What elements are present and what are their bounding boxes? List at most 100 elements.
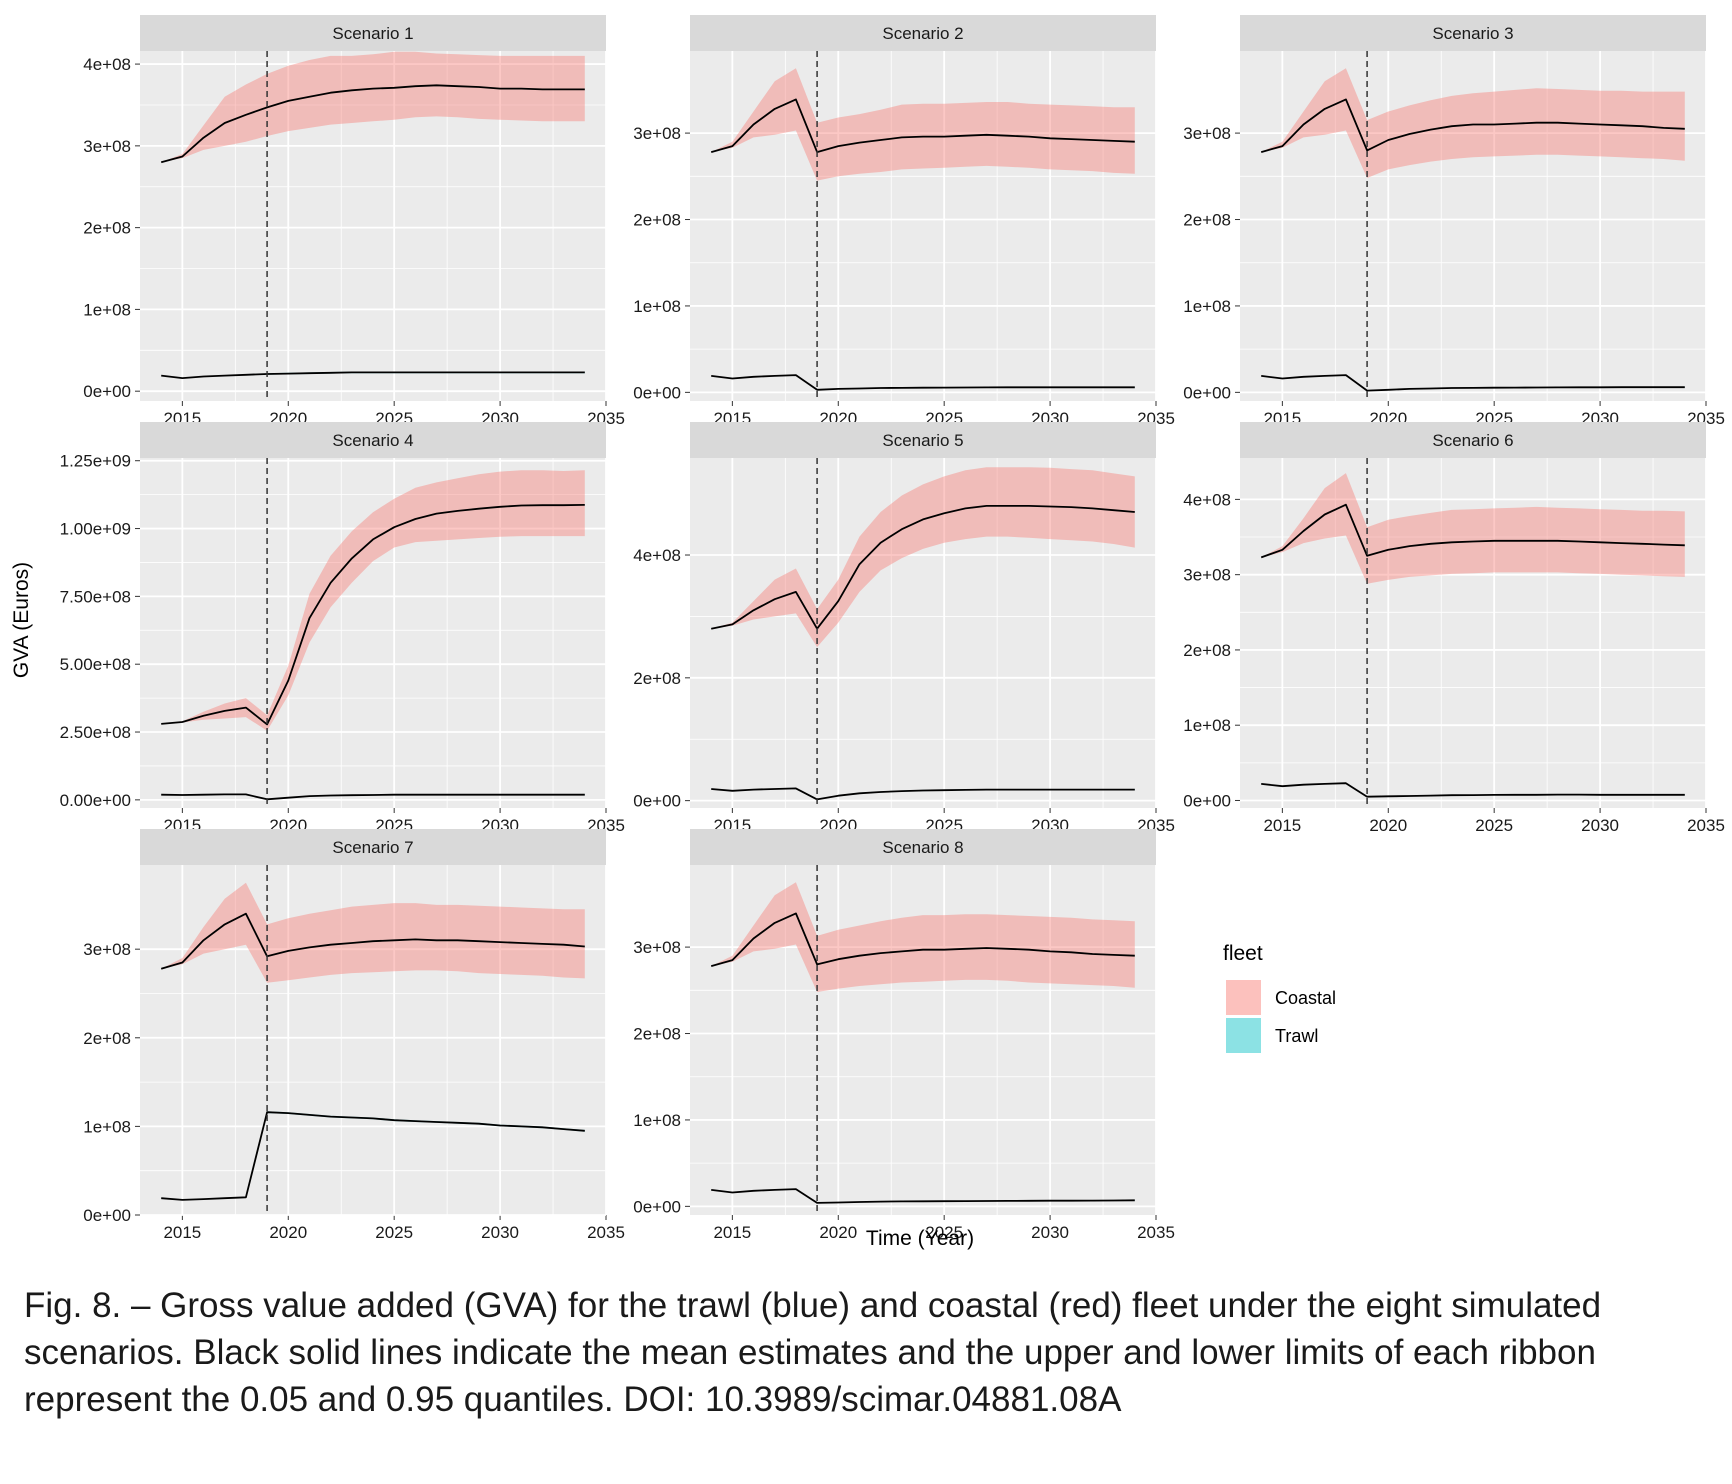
y-tick-label: 3e+08 (633, 938, 681, 957)
facet-panel-8: Scenario 8 2015 2020 2025 2030 2035 0e+00 1e+08… (633, 829, 1175, 1242)
panel-background (690, 865, 1156, 1215)
y-tick-label: 0e+00 (633, 792, 681, 811)
x-tick-label: 2015 (163, 1223, 201, 1242)
y-tick-label: 2.50e+08 (60, 723, 131, 742)
y-tick-label: 4e+08 (633, 546, 681, 565)
mean-line-trawl (161, 1111, 585, 1201)
facet-strip (690, 829, 1156, 865)
facet-strip-label: Scenario 7 (332, 838, 413, 857)
y-tick-label: 2e+08 (83, 1029, 131, 1048)
facet-strip-label: Scenario 8 (882, 838, 963, 857)
figure-caption: Fig. 8. – Gross value added (GVA) for th… (24, 1286, 1602, 1419)
legend: fleet Coastal Trawl (1223, 942, 1336, 1053)
facet-strip-label: Scenario 2 (882, 24, 963, 43)
mean-line-coastal (711, 504, 1135, 630)
y-tick-label: 2e+08 (1183, 641, 1231, 660)
facet-strip (1240, 422, 1706, 458)
y-tick-label: 1e+08 (633, 297, 681, 316)
x-tick-label: 2035 (587, 1223, 625, 1242)
y-tick-label: 2e+08 (1183, 211, 1231, 230)
y-tick-label: 1e+08 (1183, 716, 1231, 735)
facet-panel-7: Scenario 7 2015 2020 2025 2030 2035 0e+00 1e+08… (83, 829, 625, 1242)
x-tick-label: 2035 (1137, 1223, 1175, 1242)
y-tick-label: 3e+08 (633, 124, 681, 143)
y-tick-label: 0.00e+00 (60, 791, 131, 810)
panel-background (1240, 51, 1706, 401)
facet-strip (1240, 15, 1706, 51)
mean-line-trawl (161, 371, 585, 380)
x-tick-label: 2030 (1581, 816, 1619, 835)
ribbon-coastal (161, 470, 585, 731)
legend-label-coastal: Coastal (1275, 988, 1336, 1008)
legend-key-trawl (1226, 1018, 1261, 1053)
y-tick-label: 1e+08 (1183, 297, 1231, 316)
facet-strip (140, 829, 606, 865)
y-tick-label: 0e+00 (83, 382, 131, 401)
mean-line-coastal (1260, 98, 1685, 153)
facet-strip-label: Scenario 6 (1432, 431, 1513, 450)
legend-entry-coastal: Coastal (1226, 980, 1336, 1015)
panel-background (1240, 458, 1706, 808)
legend-title: fleet (1223, 942, 1263, 965)
y-tick-label: 1.25e+09 (60, 452, 131, 471)
y-tick-label: 3e+08 (83, 137, 131, 156)
mean-line-trawl (711, 787, 1135, 801)
x-tick-label: 2015 (1263, 816, 1301, 835)
x-tick-label: 2020 (1369, 816, 1407, 835)
y-tick-label: 0e+00 (633, 1197, 681, 1216)
x-axis-title: Time (Year) (866, 1227, 974, 1250)
panel-background (690, 51, 1156, 401)
mean-line-coastal (710, 98, 1135, 154)
y-tick-label: 2e+08 (633, 669, 681, 688)
y-tick-label: 0e+00 (633, 383, 681, 402)
mean-line-coastal (161, 504, 585, 726)
facet-panels: Scenario 1 2015 2020 2025 2030 2035 0e+00 1e+08… (60, 15, 1725, 1242)
y-tick-label: 0e+00 (1183, 383, 1231, 402)
facet-strip-label: Scenario 5 (882, 431, 963, 450)
y-tick-label: 1.00e+09 (60, 520, 131, 539)
panel-background (140, 865, 606, 1215)
y-axis-title: GVA (Euros) (10, 562, 33, 678)
y-tick-label: 2e+08 (633, 1025, 681, 1044)
x-tick-label: 2025 (1475, 816, 1513, 835)
x-tick-label: 2030 (1031, 1223, 1069, 1242)
legend-key-coastal (1226, 980, 1261, 1015)
ribbon-coastal (711, 467, 1135, 648)
mean-line-coastal (1260, 503, 1685, 559)
y-tick-label: 1e+08 (83, 1117, 131, 1136)
y-tick-label: 0e+00 (83, 1206, 131, 1225)
y-tick-label: 0e+00 (1183, 791, 1231, 810)
mean-line-trawl (161, 793, 585, 801)
y-tick-label: 2e+08 (83, 219, 131, 238)
facet-figure: Scenario 1 2015 2020 2025 2030 2035 0e+00 1e+08… (10, 15, 1725, 1250)
facet-strip-label: Scenario 1 (332, 24, 413, 43)
panel-background (690, 458, 1156, 808)
mean-line-trawl (711, 374, 1135, 391)
mean-line-trawl (1261, 374, 1685, 392)
y-tick-label: 1e+08 (633, 1111, 681, 1130)
mean-line-coastal (160, 84, 585, 164)
facet-strip (690, 15, 1156, 51)
y-tick-label: 3e+08 (1183, 124, 1231, 143)
y-tick-label: 1e+08 (83, 300, 131, 319)
mean-line-trawl (711, 1188, 1135, 1204)
y-tick-label: 7.50e+08 (60, 587, 131, 606)
mean-line-coastal (710, 912, 1135, 967)
x-tick-label: 2035 (1687, 816, 1725, 835)
legend-label-trawl: Trawl (1275, 1026, 1318, 1046)
y-tick-label: 5.00e+08 (60, 655, 131, 674)
y-tick-label: 4e+08 (83, 55, 131, 74)
facet-strip-label: Scenario 4 (332, 431, 413, 450)
x-tick-label: 2030 (481, 1223, 519, 1242)
y-tick-label: 4e+08 (1183, 490, 1231, 509)
facet-panel-6: Scenario 6 2015 2020 2025 2030 2035 0e+00 1e+08… (1183, 422, 1725, 835)
facet-strip (690, 422, 1156, 458)
mean-line-coastal (160, 912, 585, 970)
x-tick-label: 2020 (819, 1223, 857, 1242)
facet-strip-label: Scenario 3 (1432, 24, 1513, 43)
x-tick-label: 2015 (713, 1223, 751, 1242)
